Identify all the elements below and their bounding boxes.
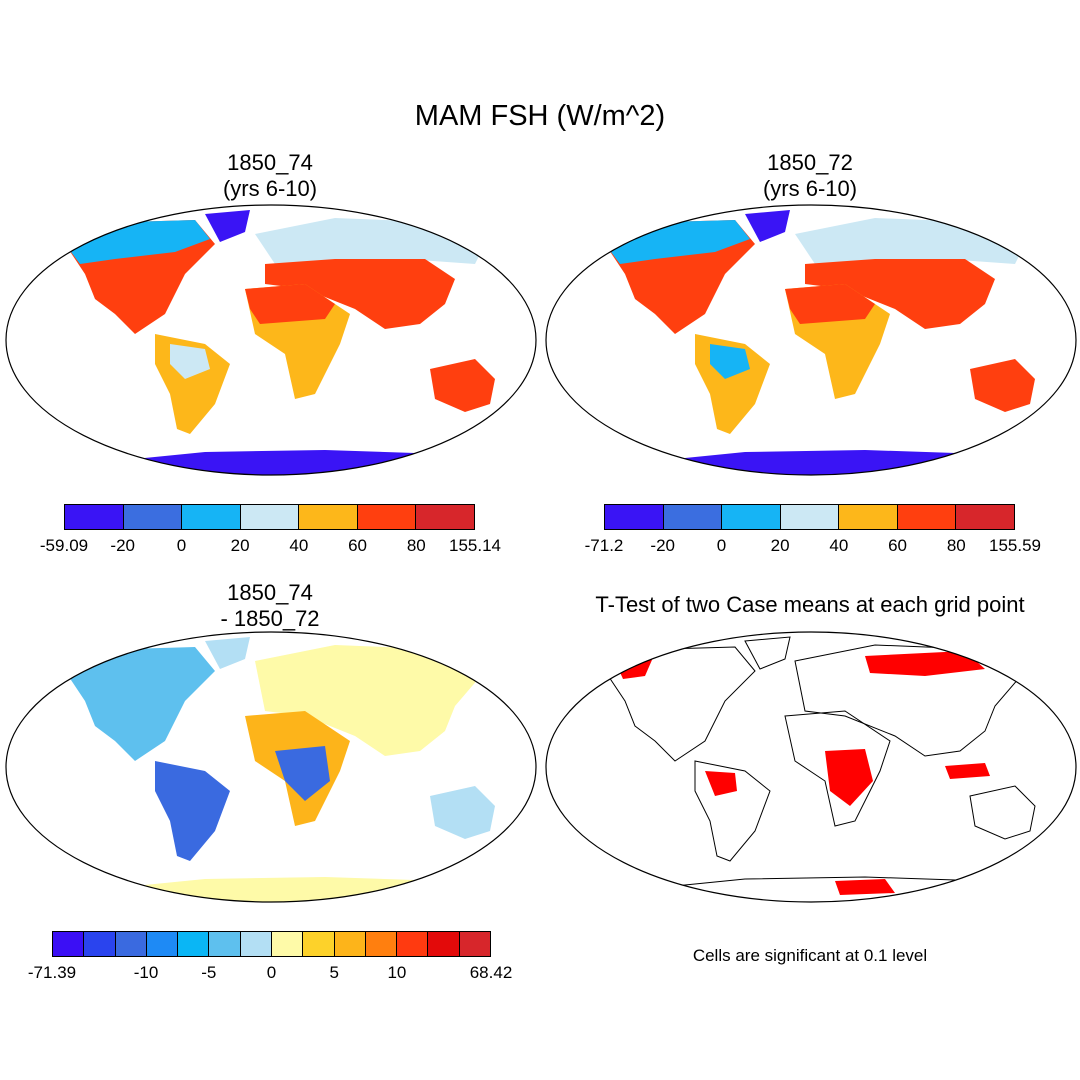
colorbar-swatch [240, 932, 272, 956]
colorbar-panel2 [604, 504, 1015, 530]
panel4-title: T-Test of two Case means at each grid po… [595, 592, 1025, 617]
colorbar-swatch [240, 505, 300, 529]
colorbar-swatch [303, 932, 335, 956]
land-eurasia-south [805, 259, 995, 329]
map-panel-difference [5, 631, 537, 903]
colorbar-tick-label: 40 [289, 536, 309, 555]
coast-north-america [604, 646, 756, 762]
colorbar-swatch [146, 932, 179, 956]
colorbar-tick-label: -71.2 [584, 536, 624, 555]
colorbar-swatch [271, 932, 304, 956]
colorbar-swatch [459, 932, 490, 956]
sig-cells-antarctica-east [835, 879, 895, 895]
colorbar-panel3 [52, 931, 491, 957]
colorbar-tick-label: 68.42 [469, 963, 513, 982]
colorbar-tick-label: 10 [387, 963, 407, 982]
colorbar-swatch [722, 505, 781, 529]
land-australia [970, 359, 1035, 412]
land-south-america-amazon [710, 344, 750, 379]
panel3-title-line1: 1850_74 [227, 580, 313, 605]
colorbar-swatch [299, 505, 358, 529]
colorbar-tick-label: -20 [110, 536, 135, 555]
panel2-title-line2: (yrs 6-10) [762, 176, 858, 201]
colorbar-tick-label: -71.39 [27, 963, 77, 982]
coast-africa [784, 710, 891, 827]
colorbar-swatch [780, 505, 840, 529]
colorbar-swatch [956, 505, 1015, 529]
colorbar-tick-label: 20 [230, 536, 250, 555]
colorbar-tick-label: 0 [266, 963, 277, 982]
colorbar-tick-label: -20 [650, 536, 675, 555]
colorbar-swatch [357, 505, 417, 529]
panel1-title-line1: 1850_74 [227, 150, 313, 175]
colorbar-panel1 [64, 504, 475, 530]
colorbar-tick-label: 5 [329, 963, 339, 982]
colorbar-tick-label: 40 [829, 536, 849, 555]
colorbar-swatch [365, 932, 398, 956]
land-greenland [205, 210, 250, 242]
coast-greenland [744, 636, 791, 670]
colorbar-tick-label: 0 [176, 536, 187, 555]
colorbar-tick-label: 60 [888, 536, 908, 555]
colorbar-swatch [605, 505, 664, 529]
map-panel-ttest [545, 631, 1077, 903]
land-south-america-amazon [170, 344, 210, 379]
colorbar-tick-label: 155.59 [989, 536, 1041, 555]
panel2-title: 1850_72 (yrs 6-10) [660, 150, 960, 202]
colorbar-tick-label: 0 [716, 536, 727, 555]
sig-cells-asia [865, 651, 985, 676]
land-greenland [205, 637, 250, 669]
colorbar-swatch [428, 932, 460, 956]
map-panel-1850-74 [5, 204, 537, 476]
sig-cells-indonesia [945, 763, 990, 779]
colorbar-tick-label: -10 [133, 963, 159, 982]
land-eurasia [255, 645, 485, 756]
land-north-america [65, 647, 215, 761]
land-greenland [745, 210, 790, 242]
colorbar-tick-label: 60 [348, 536, 368, 555]
colorbar-swatch [334, 932, 366, 956]
coast-australia [969, 785, 1036, 840]
land-south-america [155, 761, 230, 861]
colorbar-tick-label: 20 [770, 536, 790, 555]
panel3-title: 1850_74 - 1850_72 [120, 580, 420, 632]
figure-title: MAM FSH (W/m^2) [414, 100, 666, 132]
colorbar-swatch [115, 932, 147, 956]
sig-cells-antarctica [645, 889, 705, 901]
sig-cells-africa [825, 749, 873, 806]
colorbar-swatch [416, 505, 475, 529]
colorbar-swatch [663, 505, 723, 529]
map-panel-1850-72 [545, 204, 1077, 476]
coast-south-america [694, 760, 771, 862]
colorbar-tick-label: 80 [406, 536, 426, 555]
colorbar-swatch [53, 932, 85, 956]
colorbar-swatch [839, 505, 898, 529]
colorbar-swatch [209, 932, 241, 956]
panel3-title-line2: - 1850_72 [220, 606, 320, 631]
panel1-title-line2: (yrs 6-10) [222, 176, 318, 201]
land-eurasia-south [265, 259, 455, 329]
land-africa-central [275, 746, 330, 801]
sig-cells-south-america [705, 771, 737, 796]
land-australia [430, 359, 495, 412]
colorbar-swatch [182, 505, 241, 529]
significance-note: Cells are significant at 0.1 level [692, 946, 928, 965]
colorbar-swatch [65, 505, 124, 529]
land-africa-sahara [785, 284, 875, 324]
colorbar-tick-label: 155.14 [449, 536, 501, 555]
colorbar-swatch [178, 932, 210, 956]
colorbar-tick-label: 80 [946, 536, 966, 555]
colorbar-swatch [897, 505, 957, 529]
colorbar-tick-label: -5 [201, 963, 217, 982]
land-australia [430, 786, 495, 839]
colorbar-swatch [123, 505, 183, 529]
colorbar-swatch [397, 932, 429, 956]
panel2-title-line1: 1850_72 [767, 150, 853, 175]
panel1-title: 1850_74 (yrs 6-10) [120, 150, 420, 202]
colorbar-swatch [84, 932, 116, 956]
land-africa-sahara [245, 284, 335, 324]
colorbar-tick-label: -59.09 [39, 536, 89, 555]
